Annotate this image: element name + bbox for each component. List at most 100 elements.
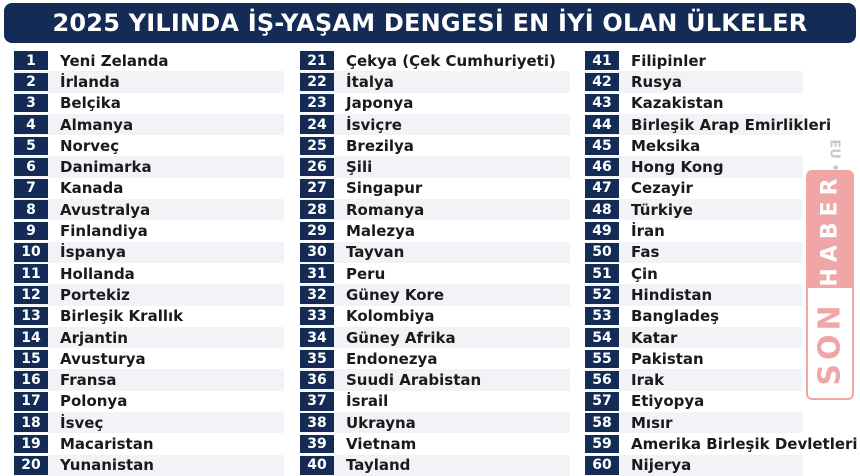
- rank-badge: 59: [585, 434, 619, 454]
- rank-badge: 10: [14, 243, 48, 262]
- list-item: 22 İtalya: [300, 71, 570, 93]
- list-item: 28 Romanya: [300, 199, 570, 221]
- country-name: Tayland: [346, 456, 411, 475]
- rank-badge: 25: [300, 136, 334, 156]
- rank-badge: 9: [14, 221, 48, 241]
- rank-badge: 12: [14, 285, 48, 305]
- country-name: Amerika Birleşik Devletleri: [631, 434, 858, 453]
- country-name: Güney Kore: [346, 285, 445, 304]
- rank-badge: 18: [14, 413, 48, 432]
- country-name: Fas: [631, 243, 660, 262]
- rank-badge: 29: [300, 221, 334, 241]
- list-item: 40 Tayland: [300, 454, 570, 476]
- watermark-son-text: SON: [812, 300, 848, 386]
- rank-badge: 47: [585, 179, 619, 198]
- list-item: 27 Singapur: [300, 178, 570, 199]
- ranking-column-1: 1 Yeni Zelanda 2 İrlanda 3 Belçika 4 Almanya 5 No…: [14, 50, 284, 476]
- country-name: Güney Afrika: [346, 328, 456, 347]
- list-item: 25 Brezilya: [300, 135, 570, 156]
- country-name: Hindistan: [631, 285, 713, 304]
- rank-badge: 14: [14, 328, 48, 347]
- country-name: Danimarka: [60, 158, 152, 177]
- list-item: 9 Finlandiya: [14, 220, 284, 241]
- country-name: Irak: [631, 371, 665, 390]
- watermark-small: EU •: [826, 139, 842, 172]
- list-item: 51 Çin: [585, 263, 803, 284]
- rank-badge: 28: [300, 200, 334, 219]
- country-name: Hollanda: [60, 264, 135, 283]
- rank-badge: 39: [300, 434, 334, 454]
- watermark-son: SON: [806, 288, 854, 400]
- list-item: 26 Şili: [300, 156, 570, 178]
- rank-badge: 50: [585, 243, 619, 262]
- list-item: 17 Polonya: [14, 391, 284, 412]
- list-item: 37 İsrail: [300, 391, 570, 412]
- rank-badge: 4: [14, 115, 48, 134]
- list-item: 3 Belçika: [14, 93, 284, 114]
- list-item: 29 Malezya: [300, 220, 570, 241]
- country-name: Kazakistan: [631, 94, 724, 113]
- country-name: Almanya: [60, 115, 134, 134]
- rank-badge: 57: [585, 392, 619, 411]
- list-item: 53 Bangladeş: [585, 306, 803, 327]
- country-name: Avustralya: [60, 200, 151, 219]
- list-item: 30 Tayvan: [300, 241, 570, 263]
- rank-badge: 15: [14, 349, 48, 369]
- ranking-column-3: 41 Filipinler 42 Rusya 43 Kazakistan 44 Birleşi…: [585, 50, 858, 476]
- rank-badge: 8: [14, 200, 48, 219]
- country-name: Vietnam: [346, 434, 417, 453]
- country-name: İsviçre: [346, 115, 402, 134]
- rank-badge: 42: [585, 72, 619, 92]
- rank-badge: 20: [14, 456, 48, 475]
- list-item: 2 İrlanda: [14, 71, 284, 93]
- country-name: Filipinler: [631, 51, 706, 70]
- country-name: Endonezya: [346, 349, 438, 368]
- list-item: 55 Pakistan: [585, 348, 803, 369]
- rank-badge: 7: [14, 179, 48, 198]
- country-name: Türkiye: [631, 200, 693, 219]
- list-item: 54 Katar: [585, 326, 803, 349]
- country-name: Katar: [631, 328, 678, 347]
- list-item: 56 Irak: [585, 369, 803, 391]
- country-name: Birleşik Arap Emirlikleri: [631, 115, 832, 134]
- country-name: Portekiz: [60, 285, 130, 304]
- list-item: 1 Yeni Zelanda: [14, 50, 284, 71]
- list-item: 7 Kanada: [14, 178, 284, 199]
- list-item: 48 Türkiye: [585, 199, 803, 221]
- country-name: İsrail: [346, 392, 389, 411]
- list-item: 50 Fas: [585, 241, 803, 263]
- rank-badge: 6: [14, 157, 48, 177]
- country-name: Meksika: [631, 136, 701, 155]
- list-item: 4 Almanya: [14, 113, 284, 136]
- list-item: 32 Güney Kore: [300, 284, 570, 306]
- list-item: 46 Hong Kong: [585, 156, 803, 178]
- rank-badge: 13: [14, 306, 48, 326]
- rank-badge: 11: [14, 264, 48, 283]
- rank-badge: 23: [300, 93, 334, 113]
- country-name: Tayvan: [346, 243, 405, 262]
- rank-badge: 31: [300, 264, 334, 283]
- country-name: İtalya: [346, 72, 394, 91]
- list-item: 19 Macaristan: [14, 433, 284, 454]
- rank-badge: 35: [300, 349, 334, 369]
- country-name: Avusturya: [60, 349, 146, 368]
- rank-badge: 53: [585, 306, 619, 326]
- list-item: 13 Birleşik Krallık: [14, 306, 284, 327]
- list-item: 20 Yunanistan: [14, 454, 284, 476]
- country-name: Brezilya: [346, 136, 414, 155]
- list-item: 34 Güney Afrika: [300, 326, 570, 349]
- rank-badge: 45: [585, 136, 619, 156]
- rank-badge: 19: [14, 434, 48, 454]
- list-item: 60 Nijerya: [585, 454, 803, 476]
- country-name: Mısır: [631, 413, 673, 432]
- list-item: 18 İsveç: [14, 412, 284, 434]
- list-item: 5 Norveç: [14, 135, 284, 156]
- list-item: 45 Meksika: [585, 135, 803, 156]
- country-name: Macaristan: [60, 434, 154, 453]
- list-item: 23 Japonya: [300, 93, 570, 114]
- country-name: Belçika: [60, 94, 121, 113]
- rank-badge: 36: [300, 370, 334, 390]
- country-name: Finlandiya: [60, 222, 148, 241]
- country-name: Cezayir: [631, 179, 693, 198]
- rank-badge: 37: [300, 392, 334, 411]
